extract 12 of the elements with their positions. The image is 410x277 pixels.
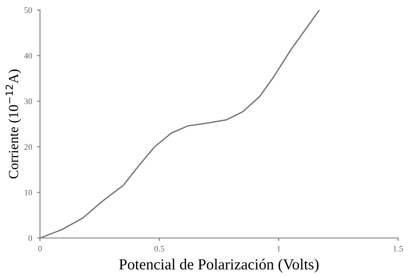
- y-tick-label: 0: [28, 235, 32, 241]
- x-tick-label: 0.5: [154, 246, 164, 252]
- x-tick-label: 1: [277, 246, 280, 252]
- y-tick-label: 10: [24, 190, 32, 196]
- y-tick-label: 50: [24, 7, 32, 13]
- y-tick-label: 20: [24, 144, 32, 150]
- y-tick-label: 40: [24, 52, 32, 59]
- x-axis-title: Potencial de Polarización (Volts): [119, 258, 319, 273]
- y-tick-label: 30: [24, 98, 32, 104]
- x-tick-label: 0: [38, 246, 42, 252]
- y-axis-title: Corriente (10$^{−12}$A): [6, 70, 22, 178]
- x-tick-label: 1.5: [394, 246, 403, 252]
